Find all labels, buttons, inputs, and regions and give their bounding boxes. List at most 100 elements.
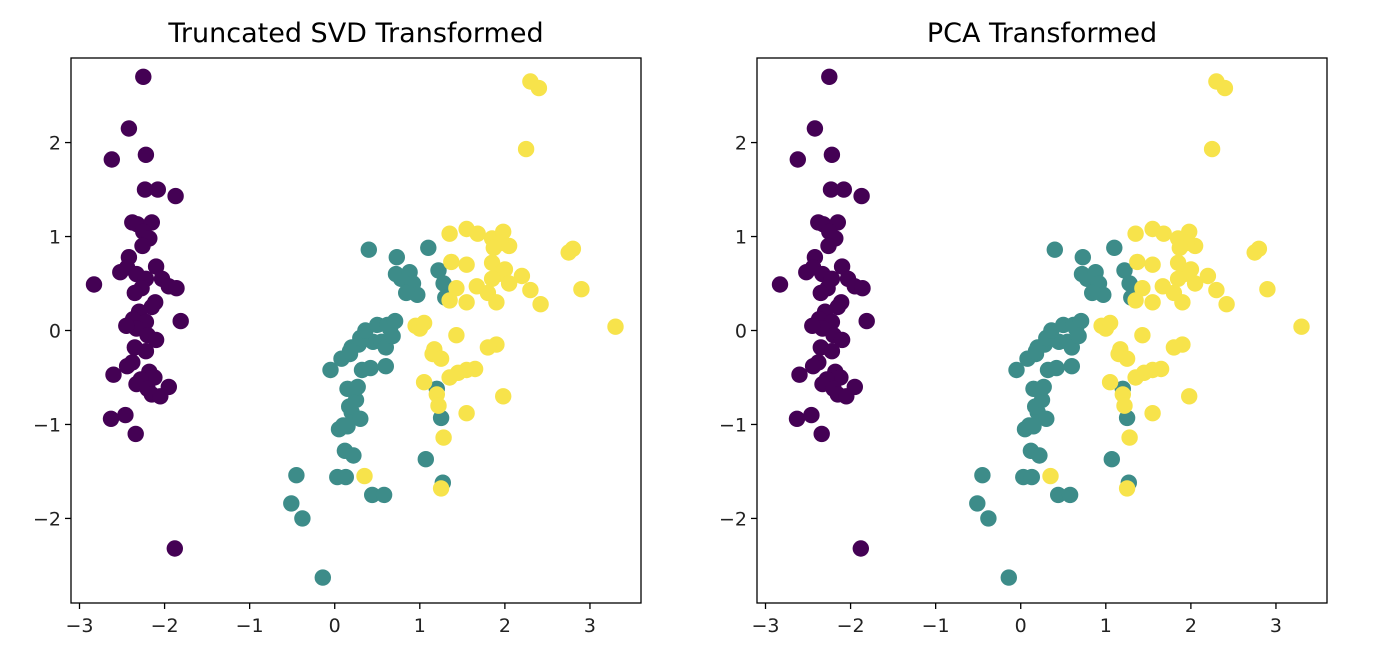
scatter-point-class-1 bbox=[341, 343, 359, 360]
x-tick-label: 3 bbox=[584, 615, 596, 637]
scatter-point-class-2 bbox=[1144, 405, 1161, 422]
scatter-point-class-0 bbox=[804, 358, 822, 375]
y-tick-label: −1 bbox=[719, 414, 747, 436]
scatter-point-class-1 bbox=[1072, 312, 1090, 330]
scatter-point-class-1 bbox=[347, 391, 365, 409]
scatter-point-class-2 bbox=[1121, 429, 1138, 446]
scatter-point-class-2 bbox=[458, 294, 475, 311]
scatter-point-class-2 bbox=[1259, 281, 1276, 298]
y-tick-label: −1 bbox=[33, 414, 61, 436]
scatter-point-class-0 bbox=[812, 284, 829, 302]
scatter-point-class-2 bbox=[441, 225, 458, 242]
scatter-point-class-1 bbox=[337, 468, 354, 486]
x-tick-label: −3 bbox=[751, 615, 779, 637]
scatter-point-class-0 bbox=[85, 276, 103, 293]
scatter-point-class-1 bbox=[1033, 391, 1051, 409]
scatter-point-class-0 bbox=[127, 425, 144, 443]
scatter-point-class-1 bbox=[1000, 569, 1017, 586]
scatter-point-class-0 bbox=[168, 280, 185, 297]
scatter-point-class-0 bbox=[166, 540, 183, 557]
scatter-point-class-0 bbox=[791, 366, 808, 383]
scatter-point-class-0 bbox=[120, 120, 138, 137]
x-tick-label: 0 bbox=[1015, 615, 1027, 637]
scatter-point-class-1 bbox=[1084, 284, 1101, 302]
scatter-point-class-1 bbox=[387, 265, 405, 283]
scatter-point-class-0 bbox=[134, 237, 151, 255]
scatter-point-class-1 bbox=[1008, 361, 1025, 379]
scatter-point-class-0 bbox=[102, 410, 120, 427]
scatter-point-class-1 bbox=[1048, 359, 1065, 377]
scatter-point-class-1 bbox=[294, 510, 311, 527]
scatter-point-class-2 bbox=[458, 405, 475, 422]
scatter-point-class-2 bbox=[469, 225, 486, 242]
scatter-point-class-0 bbox=[803, 406, 820, 424]
scatter-point-class-2 bbox=[1101, 374, 1119, 391]
scatter-point-class-1 bbox=[1121, 275, 1138, 292]
scatter-point-class-0 bbox=[167, 187, 184, 205]
y-tick-label: 2 bbox=[49, 133, 61, 155]
scatter-point-class-1 bbox=[1118, 409, 1136, 427]
scatter-point-class-2 bbox=[415, 374, 433, 391]
scatter-point-class-2 bbox=[488, 294, 505, 311]
y-tick-label: −2 bbox=[33, 508, 61, 530]
scatter-point-class-1 bbox=[1061, 486, 1079, 504]
scatter-point-class-1 bbox=[430, 262, 447, 279]
scatter-point-class-1 bbox=[360, 241, 377, 258]
scatter-point-class-0 bbox=[829, 298, 846, 316]
scatter-point-class-2 bbox=[441, 369, 458, 386]
scatter-point-class-1 bbox=[1023, 468, 1040, 486]
scatter-point-class-0 bbox=[854, 280, 871, 297]
scatter-point-class-0 bbox=[823, 146, 841, 163]
scatter-point-class-0 bbox=[143, 298, 160, 316]
scatter-point-class-0 bbox=[823, 343, 841, 360]
scatter-point-class-1 bbox=[314, 569, 331, 586]
scatter-point-class-2 bbox=[435, 429, 452, 446]
scatter-point-class-2 bbox=[513, 267, 531, 285]
scatter-point-class-1 bbox=[377, 358, 394, 375]
scatter-point-class-2 bbox=[607, 318, 624, 335]
scatter-point-class-0 bbox=[822, 181, 840, 198]
scatter-point-class-0 bbox=[852, 540, 869, 557]
scatter-point-class-2 bbox=[1116, 397, 1133, 414]
scatter-point-class-2 bbox=[1144, 294, 1161, 311]
scatter-point-class-2 bbox=[1216, 79, 1234, 97]
scatter-point-class-1 bbox=[1070, 327, 1087, 345]
y-tick-label: 0 bbox=[49, 321, 61, 343]
scatter-point-class-0 bbox=[147, 258, 165, 275]
scatter-point-class-0 bbox=[806, 120, 824, 137]
scatter-point-class-0 bbox=[152, 388, 169, 405]
scatter-point-class-0 bbox=[103, 151, 121, 168]
scatter-point-class-1 bbox=[349, 378, 366, 396]
scatter-point-class-0 bbox=[820, 237, 837, 255]
scatter-point-class-2 bbox=[496, 261, 514, 278]
scatter-point-class-2 bbox=[517, 140, 535, 158]
y-tick-label: 1 bbox=[735, 227, 747, 249]
y-tick-label: 1 bbox=[49, 227, 61, 249]
scatter-point-class-0 bbox=[172, 312, 189, 330]
scatter-point-class-0 bbox=[771, 276, 789, 293]
scatter-point-class-0 bbox=[833, 331, 851, 349]
y-tick-label: 0 bbox=[735, 321, 747, 343]
scatter-point-class-1 bbox=[364, 486, 381, 504]
axes-frame bbox=[70, 57, 642, 604]
scatter-point-class-2 bbox=[532, 296, 549, 313]
x-tick-label: 2 bbox=[499, 615, 511, 637]
scatter-point-class-2 bbox=[441, 292, 458, 309]
scatter-point-class-2 bbox=[500, 275, 518, 292]
scatter-point-class-2 bbox=[443, 253, 460, 271]
scatter-point-class-2 bbox=[356, 467, 373, 485]
scatter-point-class-1 bbox=[974, 467, 991, 484]
axes-frame bbox=[756, 57, 1328, 604]
scatter-point-class-2 bbox=[573, 281, 590, 298]
scatter-point-class-2 bbox=[1186, 275, 1204, 292]
scatter-point-class-2 bbox=[432, 350, 450, 367]
scatter-point-class-2 bbox=[448, 327, 465, 344]
scatter-point-class-2 bbox=[1174, 294, 1191, 311]
x-tick-label: 0 bbox=[329, 615, 341, 637]
scatter-point-class-1 bbox=[1035, 378, 1052, 396]
scatter-point-class-0 bbox=[135, 68, 152, 86]
scatter-point-class-2 bbox=[1144, 256, 1161, 273]
scatter-point-class-2 bbox=[415, 314, 433, 332]
